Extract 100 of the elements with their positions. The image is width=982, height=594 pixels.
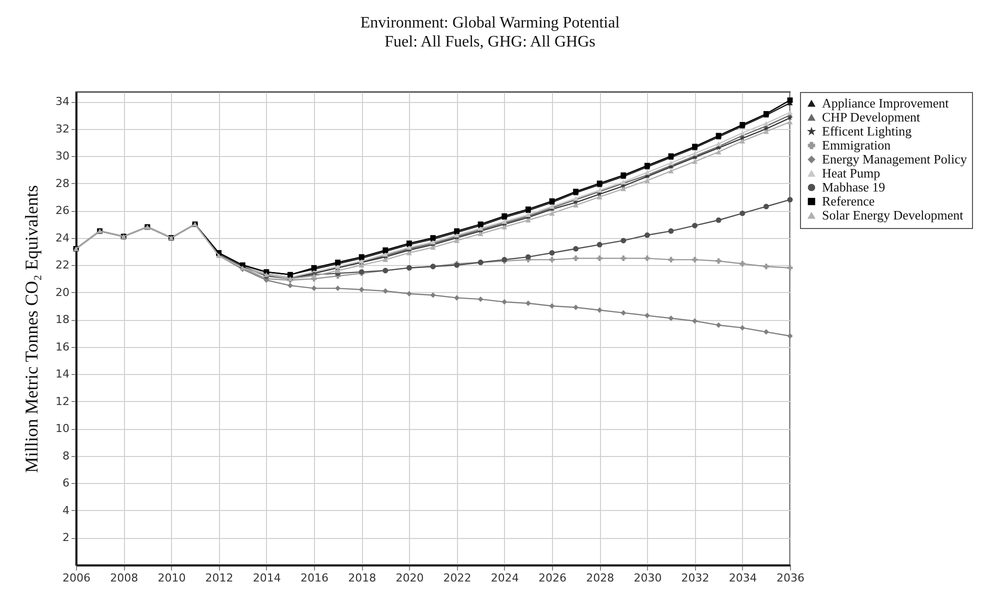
point [763, 120, 769, 126]
point [525, 300, 531, 306]
point [335, 268, 341, 273]
x-tick-label: 2012 [205, 572, 234, 584]
y-tick-label: 18 [56, 313, 70, 326]
y-tick-label: 22 [56, 258, 70, 272]
x-tick-label: 2034 [728, 572, 757, 584]
point [549, 303, 555, 309]
point [454, 238, 460, 243]
y-tick-label: 32 [56, 122, 70, 136]
point [763, 264, 769, 270]
point [716, 141, 722, 146]
x-tick-label: 2010 [158, 572, 186, 584]
y-tick-label: 8 [62, 449, 70, 462]
point [644, 232, 650, 238]
y-tick-label: 34 [56, 95, 70, 108]
point [740, 325, 746, 331]
point [763, 329, 769, 335]
point [787, 115, 793, 120]
point [740, 261, 746, 266]
point [430, 245, 436, 250]
legend-label: CHP Development [822, 110, 920, 124]
x-tick-label: 2014 [252, 572, 281, 584]
point [668, 228, 674, 234]
legend-label: Mabhase 19 [822, 180, 886, 194]
point [692, 150, 698, 156]
point [620, 256, 626, 262]
legend-label: Solar Energy Development [822, 208, 964, 222]
point [668, 316, 674, 322]
point [478, 231, 484, 236]
y-tick-label: 28 [56, 176, 70, 190]
y-tick-label: 14 [56, 368, 70, 381]
legend-label: Reference [822, 194, 875, 208]
chart-title: Environment: Global Warming Potential [360, 14, 620, 32]
point [620, 238, 626, 244]
y-tick-label: 4 [62, 504, 70, 517]
legend-label: Emmigration [822, 138, 892, 152]
point [787, 97, 793, 103]
point [573, 256, 579, 262]
point [335, 286, 341, 292]
point [596, 256, 602, 262]
y-tick-label: 26 [56, 204, 70, 218]
point [478, 296, 484, 302]
x-tick-label: 2022 [443, 572, 472, 584]
x-tick-label: 2036 [776, 572, 804, 584]
point [668, 168, 674, 174]
point [763, 129, 769, 134]
point [644, 170, 650, 175]
point [549, 256, 555, 262]
point [644, 312, 650, 318]
point [716, 258, 722, 264]
y-tick-label: 16 [56, 340, 70, 354]
point [787, 120, 793, 124]
point [382, 257, 388, 262]
y-axis-title: Million Metric Tonnes CO₂ Equivalents [22, 185, 42, 473]
x-tick-label: 2016 [300, 572, 328, 584]
point [716, 217, 722, 223]
point [573, 202, 579, 208]
y-tick-label: 12 [56, 394, 70, 408]
chart-subtitle: Fuel: All Fuels, GHG: All GHGs [384, 34, 596, 50]
point [740, 136, 745, 141]
point [620, 186, 626, 192]
y-tick-label: 2 [62, 531, 70, 544]
point [596, 307, 602, 313]
point [573, 246, 579, 252]
point [430, 292, 436, 298]
point [692, 256, 698, 262]
point [382, 288, 388, 294]
point [549, 250, 555, 256]
y-tick-label: 24 [56, 231, 70, 244]
point [787, 333, 793, 339]
point [692, 159, 698, 164]
point [740, 210, 746, 216]
point [358, 262, 364, 268]
x-tick-label: 2026 [538, 572, 566, 584]
point [740, 138, 746, 144]
point [502, 224, 508, 230]
point [787, 110, 793, 115]
point [787, 265, 793, 271]
point [406, 250, 412, 256]
point [502, 299, 508, 305]
legend-label: Efficent Lighting [822, 124, 912, 138]
point [525, 218, 531, 223]
point [549, 210, 555, 216]
point [668, 256, 674, 262]
legend-label: Energy Management Policy [822, 152, 968, 166]
x-tick-label: 2020 [396, 572, 424, 584]
legend-label: Appliance Improvement [822, 96, 950, 110]
point [573, 304, 579, 310]
x-tick-label: 2018 [348, 572, 376, 584]
point [716, 322, 722, 328]
legend-label: Heat Pump [822, 166, 880, 180]
point [692, 222, 698, 228]
y-tick-label: 30 [56, 150, 70, 163]
point [525, 254, 531, 260]
y-tick-label: 20 [56, 286, 70, 299]
point [692, 318, 698, 324]
point [763, 204, 769, 210]
x-tick-label: 2024 [490, 572, 519, 584]
point [620, 310, 626, 316]
